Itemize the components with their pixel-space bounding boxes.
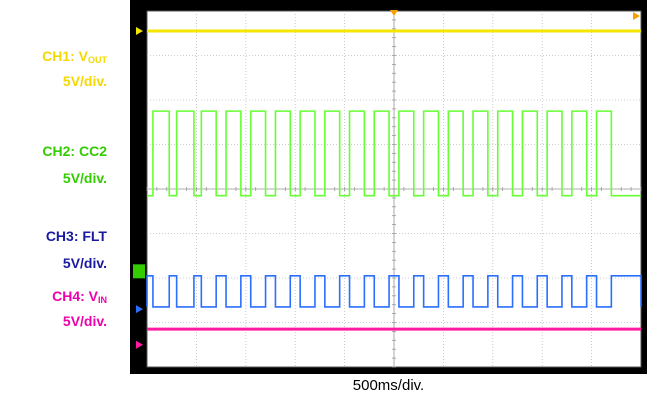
trace-3 [146,274,642,308]
channel-scale-ch1: 5V/div. [62,73,107,89]
trigger-marker [390,10,398,16]
oscilloscope-display [130,0,647,374]
channel-label-ch3: CH3: FLT [45,228,107,244]
channel-label-ch1: CH1: VOUT [42,48,107,65]
channel-marker-4 [136,340,143,349]
channel-marker-3 [136,305,143,314]
channel-marker-1 [136,27,143,36]
channel-scale-ch2: 5V/div. [62,170,107,186]
channel-scale-ch4: 5V/div. [62,313,107,329]
timebase-label: 500ms/div. [352,377,425,394]
channel-label-ch2: CH2: CC2 [42,143,107,159]
channel-scale-ch3: 5V/div. [62,255,107,271]
scope-plot [133,10,642,368]
channel-label-ch4: CH4: VIN [52,288,107,305]
channel-marker-2 [133,264,145,279]
trace-2 [147,110,641,197]
trigger-level-marker [633,12,640,20]
